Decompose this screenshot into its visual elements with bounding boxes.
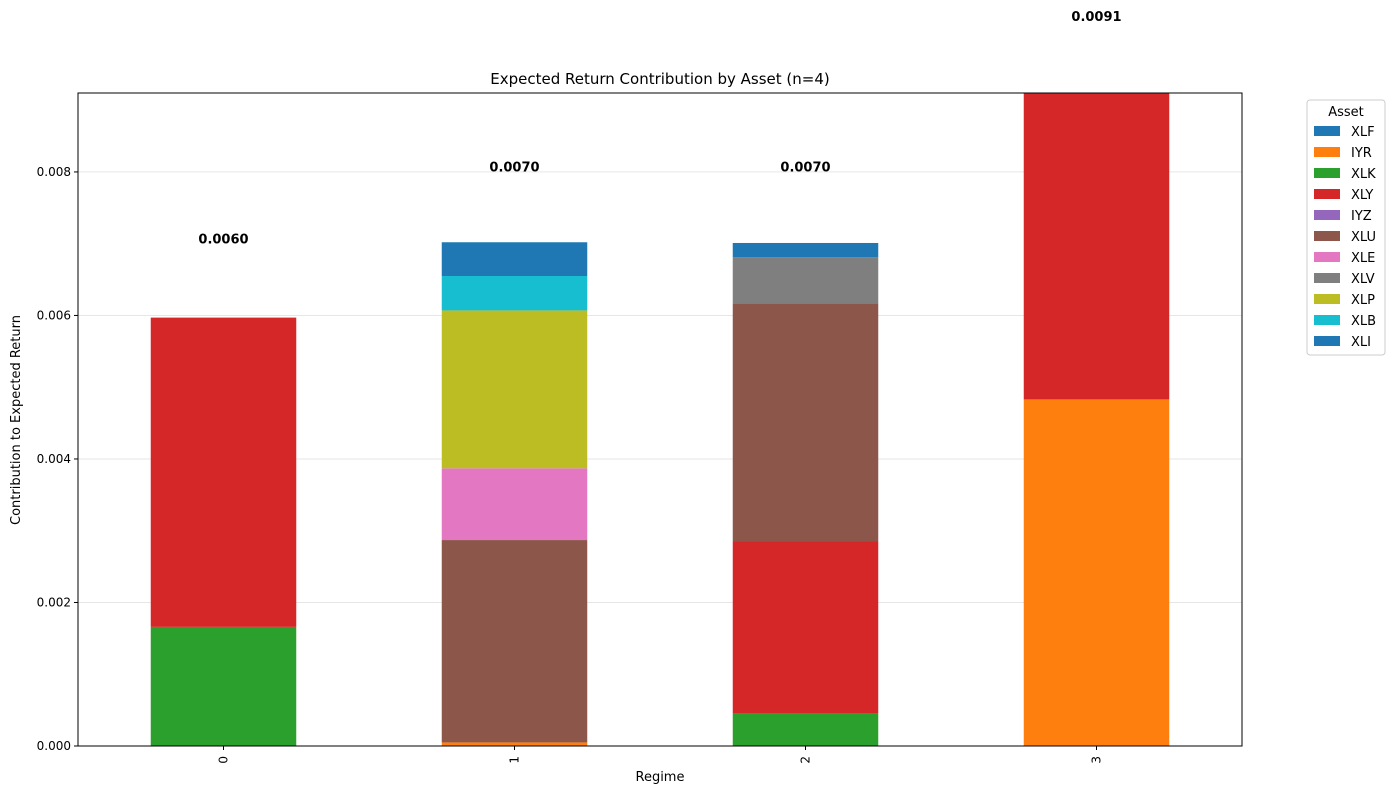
y-tick-label: 0.000 (37, 739, 71, 753)
bar-segment-xlk (732, 713, 879, 746)
y-tick-label: 0.006 (37, 308, 71, 322)
bar-segment-iyr (1023, 399, 1170, 746)
y-tick-label: 0.002 (37, 595, 71, 609)
legend: Asset XLF IYR XLK XLY IYZ XLU XLE XLV XLP XLB XLI (1306, 99, 1386, 356)
bar-segment-xlv (732, 257, 879, 304)
bar-segment-iyr (441, 742, 588, 746)
legend-label: IYZ (1351, 209, 1372, 224)
legend-swatch (1314, 294, 1340, 304)
total-label: 0.0070 (780, 161, 830, 176)
bar-segment-xly (1023, 93, 1170, 400)
legend-items: XLF IYR XLK XLY IYZ XLU XLE XLV XLP XLB XLI (1314, 125, 1376, 350)
legend-title: Asset (1328, 105, 1364, 120)
legend-swatch (1314, 210, 1340, 220)
bar-segment-xli (732, 242, 879, 258)
total-label: 0.0091 (1071, 10, 1121, 25)
total-label: 0.0060 (198, 232, 248, 247)
legend-label: XLI (1351, 335, 1371, 350)
x-tick-label: 2 (799, 756, 813, 764)
bar-segment-xlp (441, 310, 588, 469)
total-label: 0.0070 (489, 161, 539, 176)
legend-swatch (1314, 231, 1340, 241)
bar-segment-xlu (441, 540, 588, 743)
x-tick-label: 0 (217, 756, 231, 764)
plot-frame (77, 92, 1243, 747)
legend-frame (1306, 99, 1386, 356)
bar-segment-xly (732, 541, 879, 714)
y-tick-label: 0.004 (37, 452, 71, 466)
bar-segment-xlk (150, 626, 297, 746)
legend-swatch (1314, 126, 1340, 136)
bars (150, 93, 1170, 746)
legend-swatch (1314, 252, 1340, 262)
axes: 0.000 0.002 0.004 0.006 0.008 0 1 2 3 (37, 165, 1104, 764)
legend-swatch (1314, 315, 1340, 325)
legend-label: XLV (1351, 272, 1375, 287)
x-tick-label: 1 (508, 756, 522, 764)
legend-label: XLF (1351, 125, 1375, 140)
legend-label: XLP (1351, 293, 1375, 308)
bar-segment-xly (150, 317, 297, 627)
legend-swatch (1314, 273, 1340, 283)
legend-label: XLE (1351, 251, 1375, 266)
legend-label: XLK (1351, 167, 1376, 182)
bar-segment-xlu (732, 303, 879, 542)
y-tick-label: 0.008 (37, 165, 71, 179)
legend-label: XLU (1351, 230, 1376, 245)
legend-swatch (1314, 168, 1340, 178)
total-labels: 0.0060 0.0070 0.0070 0.0091 (198, 10, 1121, 247)
x-tick-label: 3 (1090, 756, 1104, 764)
legend-label: IYR (1351, 146, 1372, 161)
chart-title: Expected Return Contribution by Asset (n… (490, 70, 829, 88)
bar-segment-xlb (441, 275, 588, 311)
bar-segment-xle (441, 468, 588, 541)
bar-segment-xli (441, 242, 588, 276)
legend-swatch (1314, 189, 1340, 199)
legend-label: XLY (1351, 188, 1373, 203)
legend-swatch (1314, 336, 1340, 346)
x-axis-label: Regime (636, 770, 685, 785)
legend-label: XLB (1351, 314, 1376, 329)
y-axis-label: Contribution to Expected Return (9, 315, 24, 525)
legend-swatch (1314, 147, 1340, 157)
